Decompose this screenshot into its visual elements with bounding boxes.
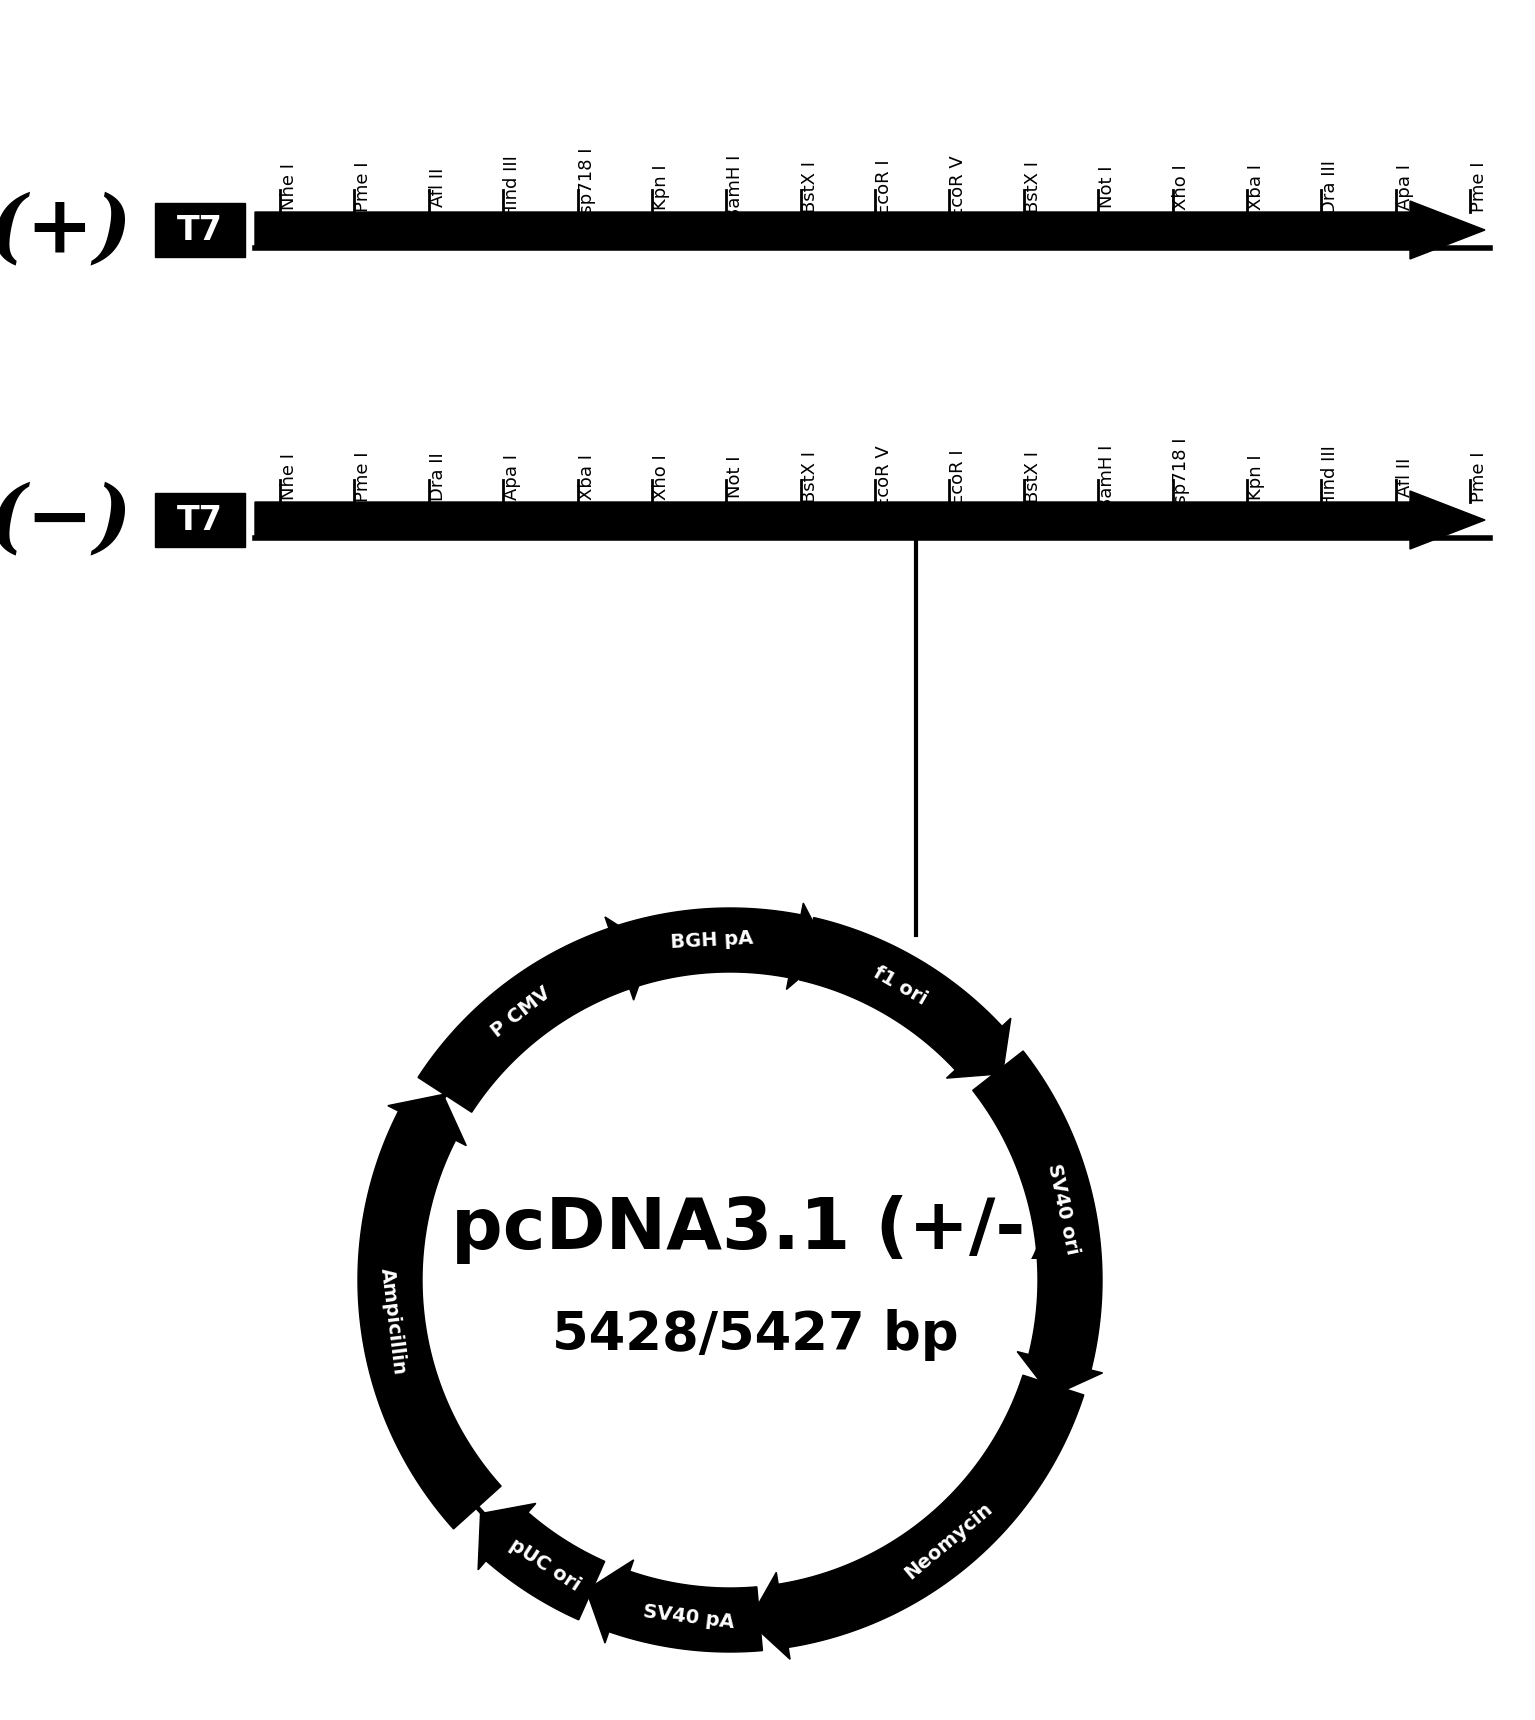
Polygon shape — [749, 1572, 791, 1660]
Polygon shape — [418, 925, 635, 1113]
Text: Not I: Not I — [726, 456, 744, 499]
Text: Asp718 I: Asp718 I — [577, 148, 596, 227]
Polygon shape — [358, 1106, 500, 1529]
Text: BstX I: BstX I — [1024, 451, 1042, 502]
Text: 5428/5427 bp: 5428/5427 bp — [551, 1309, 958, 1361]
Text: Pme I: Pme I — [355, 162, 373, 212]
Text: T7: T7 — [177, 213, 223, 246]
Text: Ampicillin: Ampicillin — [376, 1266, 408, 1376]
Polygon shape — [1018, 1352, 1102, 1397]
Text: Afl II: Afl II — [428, 167, 447, 206]
Text: Xba I: Xba I — [1246, 163, 1265, 210]
Text: pcDNA3.1 (+/-): pcDNA3.1 (+/-) — [451, 1195, 1059, 1264]
Text: Xho I: Xho I — [652, 454, 669, 501]
Text: Hind III: Hind III — [503, 155, 520, 218]
Polygon shape — [616, 908, 807, 987]
Bar — [155, 203, 246, 256]
FancyArrow shape — [255, 490, 1484, 549]
Text: Pme I: Pme I — [355, 452, 373, 502]
Polygon shape — [388, 1094, 467, 1146]
Text: Apa I: Apa I — [503, 454, 520, 501]
Text: f1 ori: f1 ori — [870, 963, 930, 1008]
Text: Neomycin: Neomycin — [901, 1498, 996, 1582]
Text: P CMV: P CMV — [487, 984, 554, 1041]
Text: Xho I: Xho I — [1173, 163, 1191, 210]
Text: pUC ori: pUC ori — [507, 1536, 583, 1594]
Text: Not I: Not I — [1098, 165, 1116, 208]
Text: Kpn I: Kpn I — [1246, 454, 1265, 501]
Polygon shape — [973, 1051, 1102, 1376]
Text: SV40 ori: SV40 ori — [1044, 1163, 1082, 1257]
Polygon shape — [480, 1508, 605, 1620]
Text: BGH pA: BGH pA — [671, 929, 754, 953]
Text: BstX I: BstX I — [801, 451, 818, 502]
Text: BamH I: BamH I — [1098, 444, 1116, 509]
Text: Nhe I: Nhe I — [279, 454, 298, 501]
Polygon shape — [605, 917, 652, 999]
Text: (+): (+) — [0, 191, 132, 268]
Text: Dra III: Dra III — [1322, 160, 1339, 213]
Text: Kpn I: Kpn I — [652, 163, 669, 210]
Text: EcoR I: EcoR I — [875, 160, 893, 215]
Text: BamH I: BamH I — [726, 155, 744, 220]
Polygon shape — [477, 1503, 536, 1570]
Text: Dra II: Dra II — [428, 452, 447, 501]
Polygon shape — [586, 1560, 634, 1643]
Text: BstX I: BstX I — [1024, 162, 1042, 213]
Text: Xba I: Xba I — [577, 454, 596, 501]
Text: EcoR V: EcoR V — [875, 445, 893, 509]
Text: Afl II: Afl II — [1395, 458, 1414, 497]
Text: Hind III: Hind III — [1322, 445, 1339, 509]
Polygon shape — [800, 917, 1007, 1073]
Text: T7: T7 — [177, 504, 223, 537]
Text: (−): (−) — [0, 482, 132, 559]
FancyArrow shape — [255, 201, 1484, 260]
Polygon shape — [603, 1569, 763, 1651]
Polygon shape — [786, 903, 829, 989]
Bar — [155, 494, 246, 547]
Text: Pme I: Pme I — [1471, 452, 1487, 502]
Polygon shape — [947, 1018, 1012, 1078]
Text: Pme I: Pme I — [1471, 162, 1487, 212]
Text: BstX I: BstX I — [801, 162, 818, 213]
Polygon shape — [772, 1376, 1084, 1648]
Text: EcoR V: EcoR V — [949, 155, 967, 218]
Text: Asp718 I: Asp718 I — [1173, 439, 1191, 516]
Text: SV40 pA: SV40 pA — [642, 1603, 735, 1632]
Text: Nhe I: Nhe I — [279, 163, 298, 210]
Text: EcoR I: EcoR I — [949, 449, 967, 504]
Text: Apa I: Apa I — [1395, 163, 1414, 210]
